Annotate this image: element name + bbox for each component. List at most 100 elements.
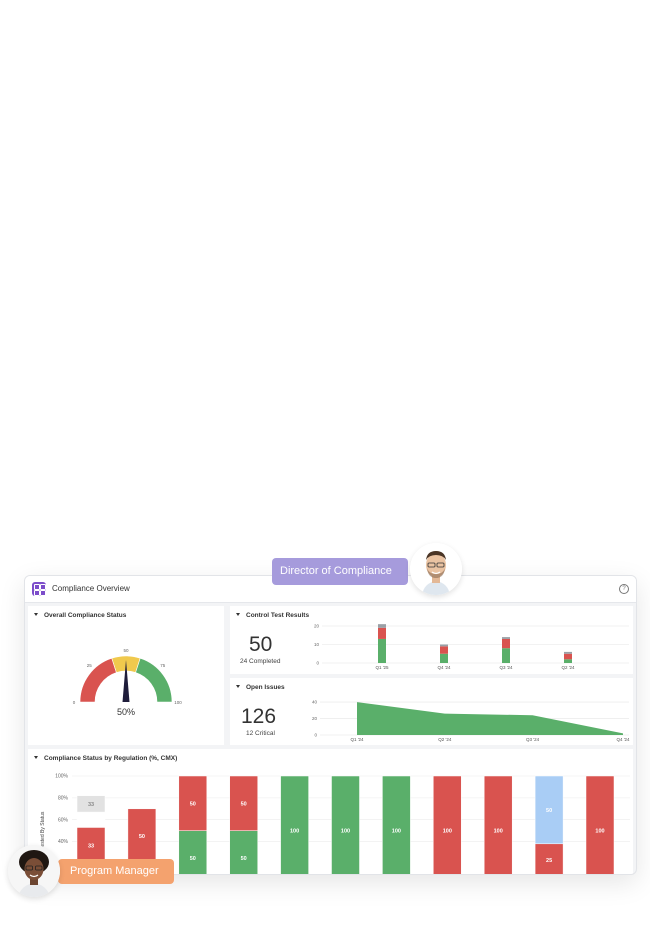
x-tick-label: Q3 '24: [499, 665, 513, 670]
gauge-tick-label: 75: [160, 663, 166, 668]
regulation-bar-segment: [229, 830, 258, 874]
y-tick-label: 10: [314, 642, 320, 647]
regulation-bar-segment: [280, 775, 309, 874]
gauge-segment-low: [79, 657, 117, 703]
regulation-bar-label: 50: [190, 856, 196, 862]
control-test-bar: [440, 646, 448, 654]
open-issues-title[interactable]: Open Issues: [236, 684, 285, 691]
dashboard-grid-icon[interactable]: [32, 582, 46, 596]
x-tick-label: Q2 '24: [561, 665, 575, 670]
caret-down-icon[interactable]: [236, 685, 240, 688]
control-test-title[interactable]: Control Test Results: [236, 612, 309, 619]
control-test-title-text: Control Test Results: [246, 612, 310, 619]
gauge-segment-high: [135, 657, 173, 703]
manager-badge: Program Manager: [58, 859, 174, 884]
control-test-bar: [440, 644, 448, 647]
regulation-bar-label: 100: [595, 829, 604, 835]
x-tick-label: Q4 '24: [616, 737, 630, 742]
gauge-tick-label: 50: [123, 648, 129, 653]
x-tick-label: Q3 '24: [526, 737, 540, 742]
regulation-panel: Compliance Status by Regulation (%, CMX)…: [28, 749, 633, 874]
control-test-bar: [502, 638, 510, 649]
regulation-bar-label: 50: [546, 808, 552, 814]
y-tick-label: 20: [312, 716, 318, 721]
dashboard-title: Compliance Overview: [52, 584, 130, 593]
regulation-bar-segment: [534, 843, 564, 874]
director-avatar: [410, 543, 462, 595]
gauge-tick-label: 0: [73, 700, 76, 705]
regulation-bar-label: 33: [88, 843, 94, 849]
caret-down-icon[interactable]: [34, 613, 38, 616]
regulation-bar-label: 100: [290, 829, 299, 835]
control-test-bar: [502, 648, 510, 663]
x-tick-label: Q1 '24: [350, 737, 364, 742]
overall-compliance-title[interactable]: Overall Compliance Status: [34, 612, 126, 619]
control-test-bar: [378, 638, 386, 663]
y-tick-label: 20: [314, 624, 320, 629]
open-issues-area: [357, 702, 623, 735]
open-issues-sub-label: 12 Critical: [246, 730, 275, 737]
y-tick-label: 40: [312, 700, 318, 705]
open-issues-chart: 40 20 0 Q1 '24 Q2 '24 Q3 '24 Q4 '24: [312, 700, 630, 742]
regulation-bar-label: 50: [139, 834, 145, 840]
overall-compliance-panel: Overall Compliance Status 0 25 50 75 100 50%: [28, 606, 224, 745]
gauge-tick-label: 25: [87, 663, 93, 668]
regulation-bar-segment: [483, 775, 513, 874]
regulation-title[interactable]: Compliance Status by Regulation (%, CMX): [34, 755, 177, 762]
regulation-bar-label: 25: [546, 858, 552, 864]
control-test-panel: Control Test Results 50 24 Completed 20 1…: [230, 606, 633, 674]
caret-down-icon[interactable]: [236, 613, 240, 616]
regulation-bar-label: 33: [88, 802, 94, 808]
control-test-bar: [440, 653, 448, 663]
gauge-needle: [122, 660, 130, 702]
regulation-bar-label: 50: [190, 801, 196, 807]
regulation-chart: Controls Tested By Status 100% 80% 60% 40% 3…: [40, 774, 630, 874]
x-tick-label: Q1 '25: [375, 665, 389, 670]
regulation-bar-segment: [433, 775, 462, 874]
regulation-bar-label: 100: [443, 829, 452, 835]
regulation-bar-label: 100: [494, 829, 503, 835]
regulation-bar-segment: [178, 775, 208, 831]
control-test-bar: [564, 653, 572, 660]
x-tick-label: Q4 '24: [437, 665, 451, 670]
caret-down-icon[interactable]: [34, 756, 38, 759]
control-test-chart: 20 10 0 Q1 '25 Q4 '24 Q3 '24 Q2 '24: [314, 624, 629, 670]
regulation-bar-label: 100: [341, 829, 350, 835]
regulation-bar-label: 50: [241, 801, 247, 807]
x-tick-label: Q2 '24: [438, 737, 452, 742]
control-test-sub-label: 24 Completed: [240, 658, 281, 665]
manager-avatar: [8, 845, 60, 897]
regulation-bar-segment: [534, 775, 564, 845]
control-test-bar: [564, 659, 572, 663]
regulation-bar-segment: [331, 775, 360, 874]
y-tick-label: 60%: [58, 817, 69, 823]
director-badge: Director of Compliance: [272, 558, 408, 585]
regulation-title-text: Compliance Status by Regulation (%, CMX): [44, 755, 178, 762]
director-label: Director of Compliance: [280, 565, 392, 577]
control-test-big-number: 50: [249, 633, 273, 656]
control-test-bar: [378, 627, 386, 639]
control-test-bar: [564, 651, 572, 654]
open-issues-title-text: Open Issues: [246, 684, 285, 691]
regulation-bar-segment: [76, 811, 106, 828]
regulation-bar-label: 50: [241, 856, 247, 862]
question-circle-icon[interactable]: ?: [619, 584, 629, 594]
open-issues-big-number: 126: [241, 705, 277, 728]
y-tick-label: 40%: [58, 839, 69, 845]
open-issues-panel: Open Issues 126 12 Critical 40 20 0 Q1 '24 Q…: [230, 678, 633, 745]
overall-compliance-title-text: Overall Compliance Status: [44, 612, 127, 619]
y-tick-label: 80%: [58, 795, 69, 801]
control-test-bar: [502, 637, 510, 639]
regulation-bar-segment: [178, 830, 208, 874]
regulation-y-axis-label: Controls Tested By Status: [40, 811, 46, 869]
regulation-bar-segment: [585, 775, 615, 874]
regulation-bar-segment: [76, 795, 106, 813]
control-test-bar: [378, 624, 386, 628]
regulation-bar-segment: [382, 775, 411, 874]
gauge-tick-label: 100: [174, 700, 182, 705]
gauge-chart: 0 25 50 75 100: [73, 648, 183, 705]
regulation-bar-label: 100: [392, 829, 401, 835]
manager-label: Program Manager: [70, 865, 159, 877]
regulation-bar-segment: [229, 775, 258, 831]
y-tick-label: 0: [314, 733, 317, 738]
